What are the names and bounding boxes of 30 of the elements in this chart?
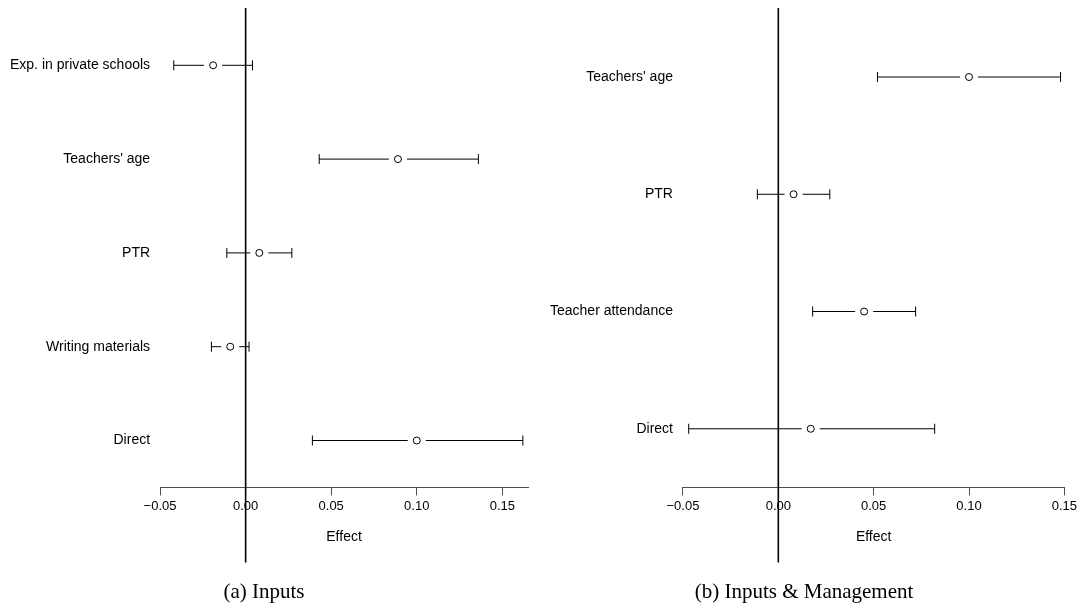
y-tick-label: Writing materials bbox=[46, 337, 151, 354]
x-tick-label: 0.10 bbox=[956, 497, 982, 513]
point bbox=[806, 424, 815, 433]
point bbox=[393, 155, 402, 164]
x-axis-title: Effect bbox=[326, 528, 362, 545]
x-tick-label: 0.05 bbox=[861, 497, 887, 513]
point bbox=[860, 307, 869, 316]
y-tick-label: Teacher attendance bbox=[549, 302, 674, 319]
x-axis-title: Effect bbox=[855, 528, 892, 545]
x-tick-label: 0.05 bbox=[318, 497, 344, 513]
x-tick-label: 0.15 bbox=[1051, 497, 1078, 513]
y-tick-label: Direct bbox=[113, 431, 151, 448]
point bbox=[209, 61, 218, 70]
x-tick-label: 0.10 bbox=[404, 497, 430, 513]
y-tick-label: Exp. in private schools bbox=[9, 56, 151, 73]
point bbox=[965, 73, 974, 82]
point bbox=[226, 342, 235, 351]
y-tick-label: Teachers' age bbox=[63, 149, 151, 166]
y-tick-label: Direct bbox=[636, 419, 674, 436]
point bbox=[255, 248, 264, 257]
x-tick-label: −0.05 bbox=[143, 497, 177, 513]
point bbox=[789, 190, 798, 199]
y-tick-label: Teachers' age bbox=[586, 67, 674, 84]
x-tick-label: 0.15 bbox=[489, 497, 515, 513]
y-tick-label: PTR bbox=[122, 243, 151, 260]
text: (b) Inputs & Management bbox=[694, 578, 914, 603]
point bbox=[412, 436, 421, 445]
y-tick-label: PTR bbox=[644, 185, 673, 202]
text: (a) Inputs bbox=[223, 578, 305, 603]
x-tick-label: −0.05 bbox=[666, 497, 700, 513]
